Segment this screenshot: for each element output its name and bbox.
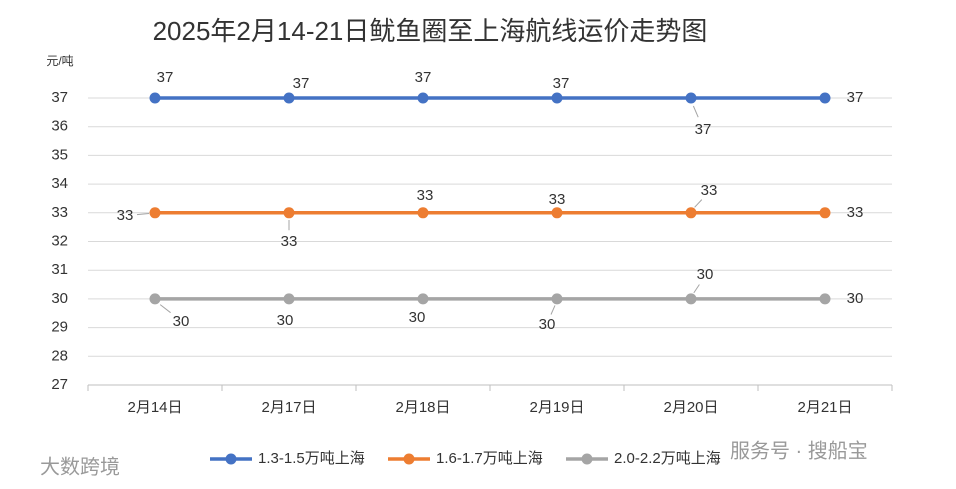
data-point [283,293,295,305]
data-label: 37 [157,69,174,86]
data-point [819,207,831,219]
legend-label: 1.3-1.5万吨上海 [258,450,365,467]
y-tick-label: 32 [51,232,68,249]
y-tick-label: 37 [51,89,68,106]
x-tick-label: 2月19日 [529,399,584,416]
data-label: 30 [409,309,426,326]
leader-line [550,305,556,315]
y-tick-label: 31 [51,261,68,278]
data-label: 33 [847,204,864,221]
data-point [819,92,831,104]
data-point [685,92,697,104]
data-label: 33 [549,191,566,208]
legend-marker [403,453,415,465]
data-label: 33 [701,182,718,199]
data-label: 37 [293,75,310,92]
data-label: 37 [847,89,864,106]
data-point [417,92,429,104]
data-point [149,207,161,219]
data-label: 37 [695,121,712,138]
y-tick-label: 33 [51,204,68,221]
data-label: 30 [277,312,294,329]
data-point [149,293,161,305]
chart-title: 2025年2月14-21日鱿鱼圈至上海航线运价走势图 [153,16,708,46]
data-point [149,92,161,104]
leader-line [694,199,703,208]
x-tick-label: 2月21日 [797,399,852,416]
data-label: 37 [553,75,570,92]
y-tick-label: 30 [51,290,68,307]
leader-line [693,284,700,294]
leader-line [159,304,171,314]
legend-marker [581,453,593,465]
data-point [685,207,697,219]
data-point [283,92,295,104]
y-tick-label: 28 [51,347,68,364]
data-point [283,207,295,219]
data-label: 33 [117,207,134,224]
y-unit: 元/吨 [46,54,73,68]
data-label: 30 [539,316,556,333]
data-label: 30 [847,290,864,307]
data-label: 37 [415,69,432,86]
watermark: 服务号 · 搜船宝 [730,439,868,462]
legend-label: 2.0-2.2万吨上海 [614,450,721,467]
data-point [417,293,429,305]
x-tick-label: 2月20日 [663,399,718,416]
watermark: 大数跨境 [40,455,120,478]
data-point [551,92,563,104]
y-tick-label: 36 [51,118,68,135]
data-point [819,293,831,305]
data-label: 30 [697,266,714,283]
legend-marker [225,453,237,465]
x-tick-label: 2月14日 [127,399,182,416]
x-tick-label: 2月18日 [395,399,450,416]
legend-label: 1.6-1.7万吨上海 [436,450,543,467]
data-point [551,293,563,305]
data-label: 33 [281,233,298,250]
leader-line [692,105,699,118]
data-label: 33 [417,187,434,204]
data-label: 30 [173,313,190,330]
data-point [685,293,697,305]
y-tick-label: 29 [51,319,68,336]
y-tick-label: 35 [51,146,68,163]
y-tick-label: 34 [51,175,68,192]
leader-line [136,213,150,216]
x-tick-label: 2月17日 [261,399,316,416]
data-point [551,207,563,219]
y-tick-label: 27 [51,376,68,393]
data-point [417,207,429,219]
